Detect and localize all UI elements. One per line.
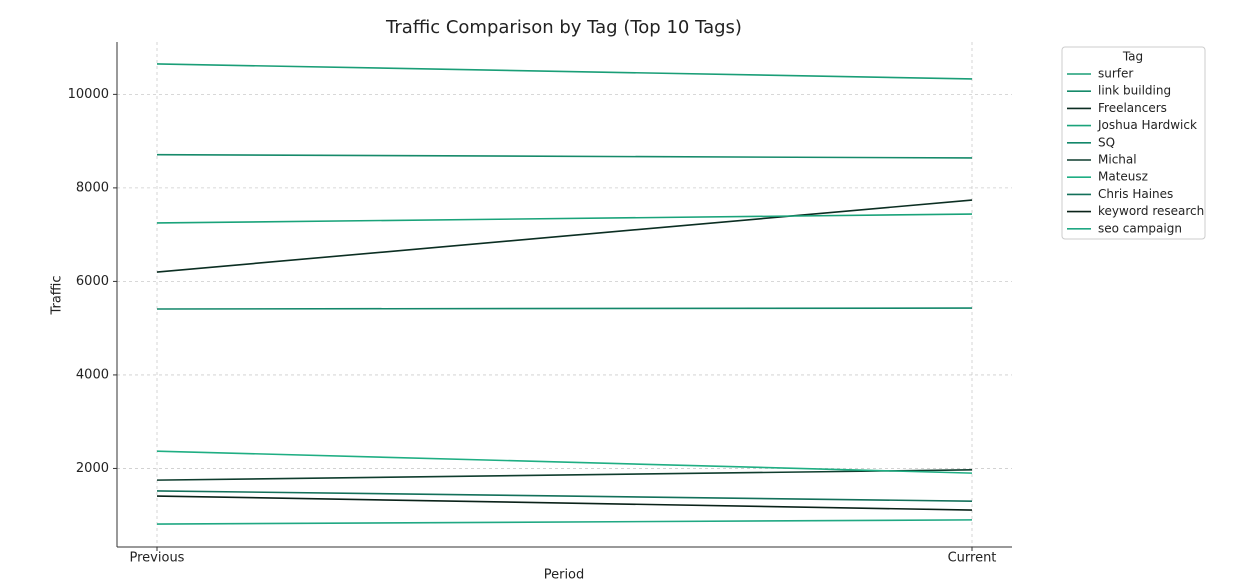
y-tick-label: 4000 — [76, 367, 109, 382]
legend-label: Mateusz — [1098, 170, 1148, 184]
series-line — [156, 469, 973, 481]
y-axis-label: Traffic — [50, 275, 65, 315]
legend-label: Michal — [1098, 153, 1137, 167]
chart-title: Traffic Comparison by Tag (Top 10 Tags) — [385, 17, 742, 38]
legend-label: seo campaign — [1098, 221, 1182, 235]
series-line — [156, 519, 973, 525]
y-tick-label: 2000 — [76, 461, 109, 476]
x-tick-label: Current — [948, 551, 997, 566]
series-line — [156, 153, 973, 159]
y-tick-label: 8000 — [76, 180, 109, 195]
legend-label: Joshua Hardwick — [1097, 118, 1197, 132]
series-line — [156, 199, 973, 273]
series-line — [156, 450, 973, 474]
series-line — [156, 63, 973, 80]
series-line — [156, 213, 973, 224]
legend-box — [1061, 46, 1206, 240]
x-tick-label: Previous — [130, 551, 185, 566]
legend-label: keyword research — [1098, 204, 1204, 218]
series-line — [156, 307, 973, 310]
series-line — [156, 495, 973, 511]
y-tick-label: 6000 — [76, 274, 109, 289]
x-axis-label: Period — [544, 568, 585, 583]
legend-label: Chris Haines — [1098, 187, 1173, 201]
series-line — [156, 490, 973, 502]
legend-title: Tag — [1122, 50, 1143, 64]
legend-label: SQ — [1098, 135, 1115, 149]
legend-label: Freelancers — [1098, 101, 1167, 115]
legend-label: surfer — [1098, 67, 1133, 81]
y-tick-label: 10000 — [68, 87, 109, 102]
legend-label: link building — [1098, 84, 1171, 98]
